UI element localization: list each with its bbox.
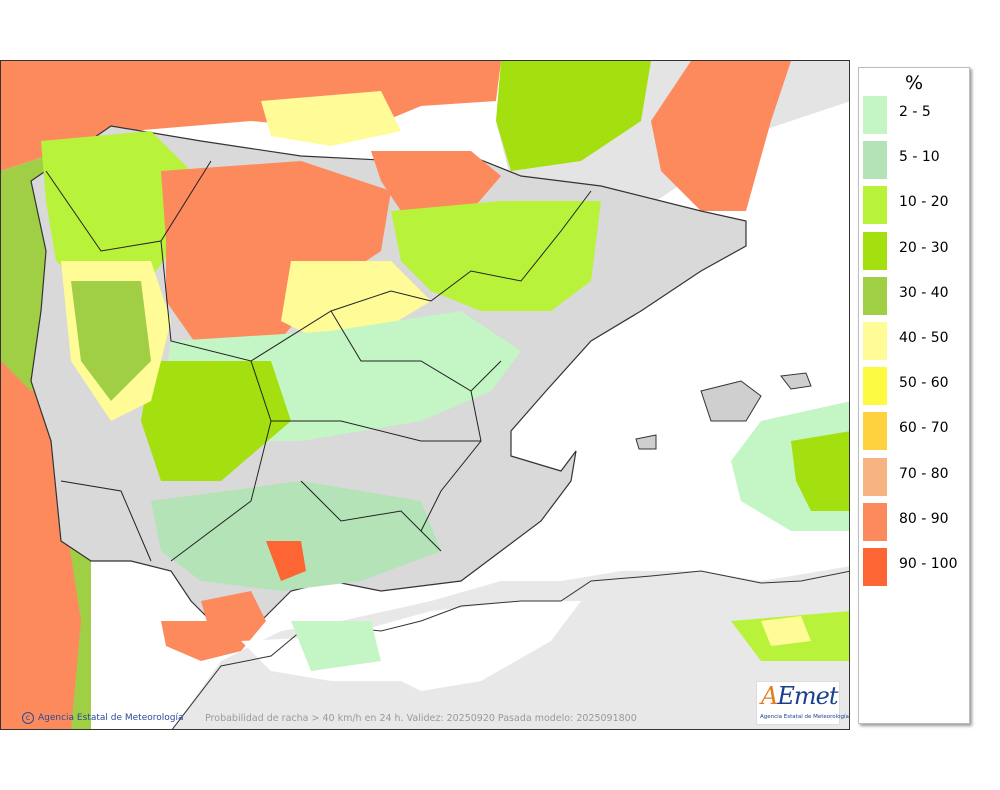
legend-swatch <box>863 141 887 180</box>
map-canvas <box>1 61 849 729</box>
zone-biscay-yellow <box>261 91 401 146</box>
legend-item: 80 - 90 <box>863 499 967 541</box>
legend-swatch <box>863 322 887 360</box>
zone-malaga-red <box>266 541 306 581</box>
legend-label: 60 - 70 <box>899 420 949 437</box>
legend-label: 70 - 80 <box>899 465 949 482</box>
forecast-map <box>0 60 850 730</box>
zone-castilla-red <box>161 161 391 351</box>
zone-alboran-light <box>291 621 381 671</box>
copyright-icon: c <box>22 712 34 724</box>
legend-label: 30 - 40 <box>899 284 949 301</box>
legend-label: 20 - 30 <box>899 239 949 256</box>
legend-title: % <box>904 72 924 94</box>
island-mallorca <box>700 380 762 422</box>
zone-andalucia-light <box>151 481 441 591</box>
logo-subtitle: Agencia Estatal de Meteorología <box>760 714 849 720</box>
legend-item: 50 - 60 <box>863 363 967 406</box>
region-borders <box>45 160 592 562</box>
legend-swatch <box>863 186 887 225</box>
zone-cantabria-red <box>371 151 501 211</box>
zone-france-green <box>496 61 651 171</box>
logo-wordmark: AEmet <box>761 682 838 710</box>
legend-item: 5 - 10 <box>863 137 967 180</box>
legend-swatch <box>863 548 887 586</box>
legend-swatch <box>863 502 887 541</box>
legend-swatch <box>863 231 887 270</box>
legend-label: 5 - 10 <box>899 149 940 166</box>
legend-swatch <box>863 412 887 451</box>
zone-portugal-green <box>71 281 151 401</box>
zone-atlantic-north <box>1 61 501 171</box>
zone-ebro-green <box>391 201 601 311</box>
legend-item: 30 - 40 <box>863 273 967 315</box>
legend-swatch <box>863 367 887 406</box>
legend-label: 10 - 20 <box>899 194 949 211</box>
zone-atlantic-west-red <box>1 361 81 729</box>
zone-france-red <box>651 61 791 211</box>
footer-credit: c Agencia Estatal de Meteorología <box>22 712 184 724</box>
legend-item: 10 - 20 <box>863 182 967 225</box>
legend-label: 50 - 60 <box>899 375 949 392</box>
legend-item: 20 - 30 <box>863 228 967 270</box>
legend-item: 60 - 70 <box>863 408 967 451</box>
aemet-logo: AEmet Agencia Estatal de Meteorología <box>756 681 849 725</box>
island-ibiza <box>635 434 657 450</box>
legend-swatch <box>863 96 887 134</box>
legend-label: 2 - 5 <box>899 104 931 120</box>
legend-item: 2 - 5 <box>863 92 967 134</box>
zone-center-yellow <box>281 261 431 341</box>
legend-swatch <box>863 457 887 496</box>
legend-item: 40 - 50 <box>863 318 967 360</box>
legend-label: 90 - 100 <box>899 556 958 572</box>
zone-med-south-yellow <box>761 616 811 646</box>
footer-credit-text: Agencia Estatal de Meteorología <box>38 713 184 723</box>
footer-caption: Probabilidad de racha > 40 km/h en 24 h.… <box>205 713 637 724</box>
legend-item: 90 - 100 <box>863 544 967 586</box>
zone-gibraltar-red <box>161 621 241 661</box>
africa-coast <box>171 570 849 729</box>
zone-balearic-east-green <box>791 431 849 511</box>
legend-label: 40 - 50 <box>899 330 949 346</box>
legend-panel: % 2 - 5 5 - 10 10 - 20 20 - 30 30 - 40 40 - 5… <box>858 67 970 724</box>
zone-extremadura-green <box>141 361 291 481</box>
legend-swatch <box>863 276 887 315</box>
legend-label: 80 - 90 <box>899 510 949 527</box>
island-menorca <box>780 372 812 390</box>
legend-item: 70 - 80 <box>863 454 967 496</box>
